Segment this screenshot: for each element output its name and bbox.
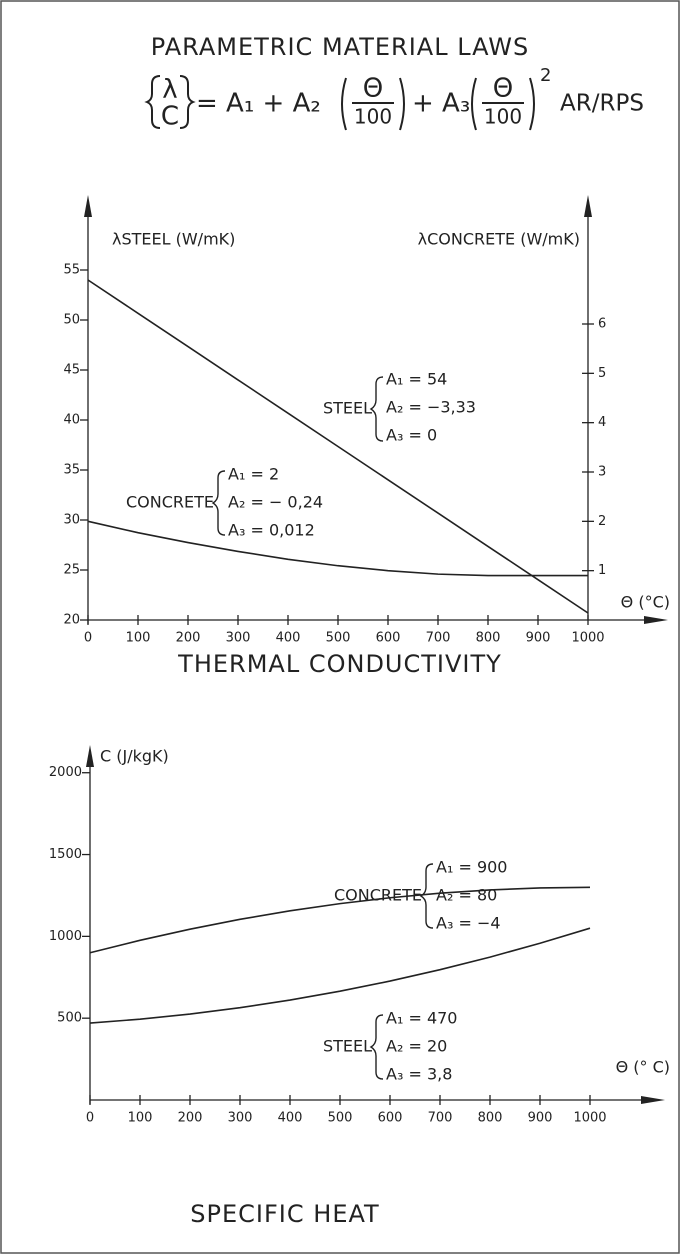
series-line [87,279,589,614]
y2-axis-label: λCONCRETE (W/mK) [418,230,580,249]
y-tick-label: 25 [63,563,80,578]
annotation-line: A₃ = −4 [436,914,501,933]
y-tick-label: 500 [57,1011,82,1026]
annotation-line: A₁ = 470 [386,1009,457,1028]
x-tick-label: 800 [476,631,501,646]
brace [179,75,196,129]
y-tick-label: 2000 [49,765,82,780]
annotation-label: CONCRETE [334,886,422,905]
chart-title: SPECIFIC HEAT [190,1200,379,1228]
y2-axis-arrow [584,195,592,217]
formula-source: AR/RPS [560,91,644,117]
formula-term: + A₃ [412,89,470,119]
formula-lhs: λ [162,75,177,105]
y2-tick-label: 5 [598,366,606,381]
series-line [87,520,588,577]
annotation-line: A₂ = 80 [436,886,497,905]
series-line [89,886,591,954]
annotation-label: STEEL [323,399,372,418]
formula-term: = A₁ + A₂ [196,89,321,119]
x-tick-label: 100 [126,631,151,646]
x-tick-label: 200 [176,631,201,646]
formula-lhs: C [161,102,179,132]
annotation-line: A₁ = 900 [436,858,507,877]
x-tick-label: 600 [376,631,401,646]
x-tick-label: 300 [226,631,251,646]
y-axis-arrow [86,745,94,767]
x-tick-label: 100 [128,1111,153,1126]
x-tick-label: 700 [426,631,451,646]
y2-tick-label: 6 [598,317,606,332]
y2-tick-label: 2 [598,514,606,529]
annotation-line: A₃ = 3,8 [386,1065,452,1084]
y-tick-label: 55 [63,263,80,278]
x-axis-arrow [644,616,668,624]
y-axis-arrow [84,195,92,217]
annotation-line: A₂ = −3,33 [386,398,476,417]
annotation-line: A₂ = − 0,24 [228,493,323,512]
annotation-line: A₁ = 2 [228,465,279,484]
formula [144,75,535,131]
annotation-line: A₃ = 0 [386,426,437,445]
annotation-label: CONCRETE [126,493,214,512]
y-tick-label: 20 [63,613,80,628]
x-tick-label: 800 [478,1111,503,1126]
y-tick-label: 45 [63,363,80,378]
y2-tick-label: 4 [598,415,606,430]
formula-den: 100 [354,105,392,129]
annotation-brace [211,470,226,536]
y-tick-label: 30 [63,513,80,528]
y-tick-label: 50 [63,313,80,328]
y-axis-label: λSTEEL (W/mK) [112,230,235,249]
y2-tick-label: 3 [598,465,606,480]
x-tick-label: 0 [86,1111,94,1126]
x-tick-label: 900 [528,1111,553,1126]
x-axis-label: Θ (° C) [616,1058,670,1077]
chart-title: THERMAL CONDUCTIVITY [177,650,502,678]
annotation-label: STEEL [323,1037,372,1056]
formula-num: Θ [493,74,513,104]
x-tick-label: 1000 [573,1111,606,1126]
x-tick-label: 900 [526,631,551,646]
paren [341,77,347,131]
annotation-line: A₁ = 54 [386,370,447,389]
x-tick-label: 500 [328,1111,353,1126]
x-tick-label: 600 [378,1111,403,1126]
y-tick-label: 1500 [49,847,82,862]
page-title: PARAMETRIC MATERIAL LAWS [151,33,529,61]
x-axis-label: Θ (°C) [621,593,670,612]
x-tick-label: 400 [278,1111,303,1126]
y-tick-label: 40 [63,413,80,428]
annotation-brace [419,863,434,929]
x-tick-label: 200 [178,1111,203,1126]
y-tick-label: 35 [63,463,80,478]
x-tick-label: 400 [276,631,301,646]
x-axis-arrow [641,1096,665,1104]
annotation-line: A₃ = 0,012 [228,521,315,540]
formula-num: Θ [363,74,383,104]
paren [471,77,477,131]
formula-exponent: 2 [540,65,551,86]
formula-den: 100 [484,105,522,129]
x-tick-label: 0 [84,631,92,646]
y-tick-label: 1000 [49,929,82,944]
annotation-line: A₂ = 20 [386,1037,447,1056]
x-tick-label: 500 [326,631,351,646]
x-tick-label: 300 [228,1111,253,1126]
series-line [89,927,591,1024]
y2-tick-label: 1 [598,563,606,578]
paren [529,77,535,131]
annotation-brace [369,376,384,442]
brace [144,75,161,129]
x-tick-label: 700 [428,1111,453,1126]
paren [399,77,405,131]
annotation-brace [369,1014,384,1080]
x-tick-label: 1000 [571,631,604,646]
y-axis-label: C (J/kgK) [100,747,169,766]
